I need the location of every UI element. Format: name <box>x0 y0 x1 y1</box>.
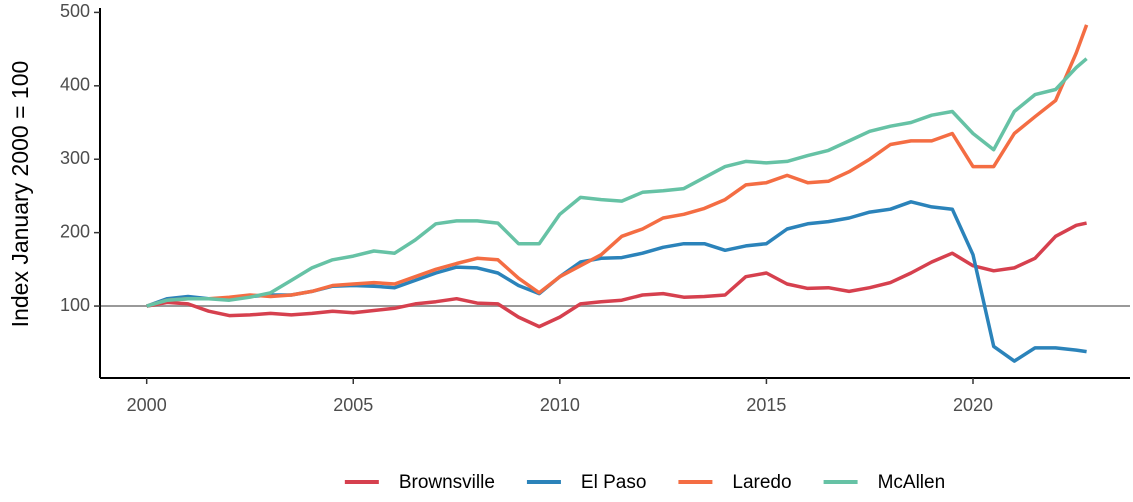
legend-label: McAllen <box>878 472 946 493</box>
y-tick-label: 300 <box>60 148 90 168</box>
series-line <box>146 221 1087 329</box>
y-axis-label: Index January 2000 = 100 <box>7 61 33 328</box>
x-tick-label: 2005 <box>333 395 373 415</box>
legend-label: Laredo <box>732 472 791 493</box>
y-tick-label: 100 <box>60 295 90 315</box>
series-line <box>146 57 1088 308</box>
series-line <box>146 24 1089 308</box>
x-tick-label: 2015 <box>746 395 786 415</box>
y-tick-label: 400 <box>60 75 90 95</box>
x-tick-label: 2010 <box>540 395 580 415</box>
legend-label: Brownsville <box>399 472 495 493</box>
y-tick-label: 200 <box>60 221 90 241</box>
x-tick-label: 2000 <box>127 395 167 415</box>
legend-label: El Paso <box>581 472 646 493</box>
y-tick-label: 500 <box>60 1 90 21</box>
x-tick-label: 2020 <box>953 395 993 415</box>
